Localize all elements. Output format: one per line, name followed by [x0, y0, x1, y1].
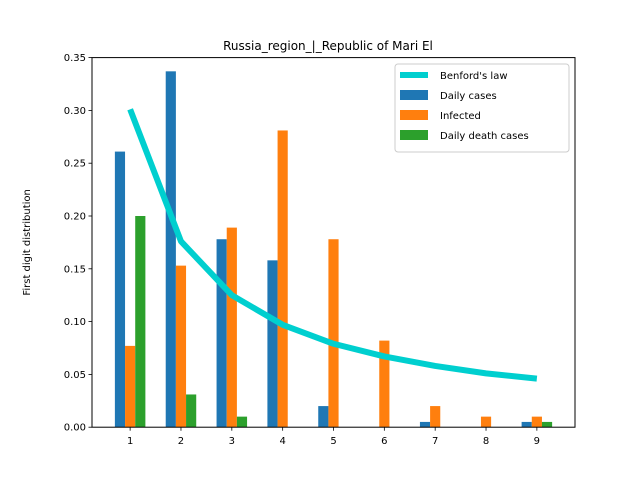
x-tick-label: 2 [178, 436, 184, 447]
bar-daily-cases-7 [419, 421, 431, 428]
bar-daily-death-cases-9 [541, 421, 553, 428]
bar-infected-7 [430, 406, 441, 428]
legend-swatch-bar [400, 90, 428, 100]
legend: Benford's law Daily cases Infected Daily de… [394, 63, 570, 153]
x-tick-label: 1 [127, 436, 133, 447]
benford-line-layer [127, 108, 538, 382]
bar-infected-4 [277, 130, 288, 428]
bar-daily-death-cases-2 [186, 394, 197, 428]
bar-daily-cases-3 [216, 239, 227, 428]
bar-daily-cases-5 [318, 406, 329, 428]
legend-label: Benford's law [440, 71, 508, 82]
chart-title: Russia_region_|_Republic of Mari El [223, 39, 433, 53]
bar-daily-cases-4 [267, 260, 278, 428]
bar-daily-death-cases-3 [236, 416, 248, 428]
x-axis: 1 2 3 4 5 6 7 8 9 [127, 427, 540, 447]
y-tick-label: 0.05 [64, 370, 86, 381]
x-tick-label: 8 [483, 436, 489, 447]
bar-infected-9 [531, 416, 542, 428]
x-tick-label: 3 [229, 436, 235, 447]
legend-label: Infected [440, 111, 481, 122]
y-tick-label: 0.15 [64, 264, 86, 275]
bar-infected-1 [125, 345, 136, 428]
bar-infected-8 [480, 416, 492, 428]
x-tick-label: 9 [534, 436, 540, 447]
x-tick-label: 6 [381, 436, 387, 447]
y-tick-label: 0.10 [64, 317, 86, 328]
x-tick-label: 5 [330, 436, 336, 447]
legend-label: Daily cases [440, 91, 497, 102]
y-tick-label: 0.00 [64, 423, 86, 434]
x-tick-label: 4 [279, 436, 285, 447]
y-tick-label: 0.25 [64, 159, 86, 170]
x-tick-label: 7 [432, 436, 438, 447]
bar-infected-5 [328, 239, 339, 428]
y-axis-label: First digit distribution [22, 189, 33, 296]
bar-daily-death-cases-1 [135, 216, 146, 428]
legend-label: Daily death cases [440, 131, 529, 142]
legend-swatch-bar [400, 130, 428, 140]
legend-swatch-bar [400, 110, 428, 120]
bar-daily-cases-2 [165, 71, 176, 428]
y-tick-label: 0.35 [64, 53, 86, 64]
bar-infected-3 [226, 227, 237, 428]
y-tick-label: 0.20 [64, 212, 86, 223]
bar-infected-6 [379, 340, 390, 428]
y-axis: 0.00 0.05 0.10 0.15 0.20 0.25 0.30 0.35 [64, 53, 92, 434]
bar-daily-cases-1 [114, 151, 126, 428]
legend-box [394, 63, 570, 153]
y-tick-label: 0.30 [64, 106, 86, 117]
bar-infected-2 [175, 265, 187, 428]
benford-law-line [127, 108, 538, 382]
bar-daily-cases-9 [521, 421, 532, 428]
bars-layer [114, 71, 553, 428]
